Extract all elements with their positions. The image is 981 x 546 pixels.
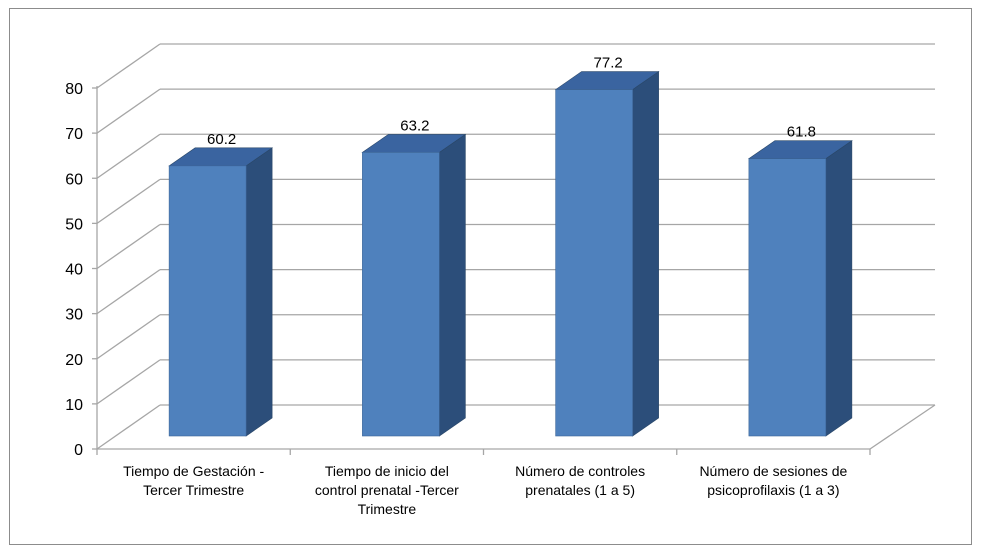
y-tick-label: 70	[65, 126, 83, 143]
gridline-diagonal	[96, 43, 161, 89]
y-tick-label: 20	[65, 352, 83, 369]
y-tick-label: 10	[65, 397, 83, 414]
category-label: Número de sesiones de psicoprofilaxis (1 …	[699, 463, 847, 498]
gridline-diagonal	[96, 133, 161, 179]
gridline-diagonal	[96, 359, 161, 405]
category-label-line: Número de sesiones de	[699, 463, 847, 479]
category-label: Tiempo de Gestación - Tercer Trimestre	[123, 463, 264, 498]
gridline-diagonal	[96, 269, 161, 315]
gridline-diagonal	[96, 314, 161, 360]
y-tick-label: 40	[65, 262, 83, 279]
category-label-line: Número de controles	[515, 463, 645, 479]
y-tick-label: 50	[65, 216, 83, 233]
gridline-diagonal	[96, 404, 161, 450]
category-label-line: control prenatal -Tercer	[315, 482, 459, 498]
category-label-line: prenatales (1 a 5)	[525, 482, 635, 498]
data-label: 63.2	[400, 117, 429, 134]
bar	[168, 165, 247, 437]
category-label-line: Tiempo de inicio del	[325, 463, 449, 479]
gridline-diagonal	[96, 223, 161, 270]
data-label: 60.2	[207, 131, 236, 148]
bar-side	[439, 133, 466, 437]
y-tick-label: 0	[74, 442, 83, 459]
floor-right-edge	[869, 404, 936, 450]
gridline-diagonal	[96, 88, 161, 134]
y-tick-label: 80	[65, 81, 83, 98]
bar	[555, 89, 633, 437]
category-label-line: Tercer Trimestre	[143, 482, 244, 498]
category-label-line: Tiempo de Gestación -	[123, 463, 264, 479]
category-label-line: psicoprofilaxis (1 a 3)	[707, 482, 839, 498]
bar	[362, 152, 440, 437]
bar-side	[825, 140, 853, 437]
category-label: Número de controles prenatales (1 a 5)	[515, 463, 645, 498]
bar	[748, 158, 827, 437]
data-label: 61.8	[787, 124, 816, 141]
bar-side	[245, 147, 273, 437]
y-tick-label: 60	[65, 171, 83, 188]
data-label: 77.2	[594, 55, 623, 72]
gridline-diagonal	[96, 178, 161, 224]
bar-side	[632, 70, 659, 437]
category-label-line: Trimestre	[358, 501, 417, 517]
category-label: Tiempo de inicio del control prenatal -Te…	[315, 463, 459, 517]
chart-frame	[9, 8, 972, 545]
y-tick-label: 30	[65, 307, 83, 324]
